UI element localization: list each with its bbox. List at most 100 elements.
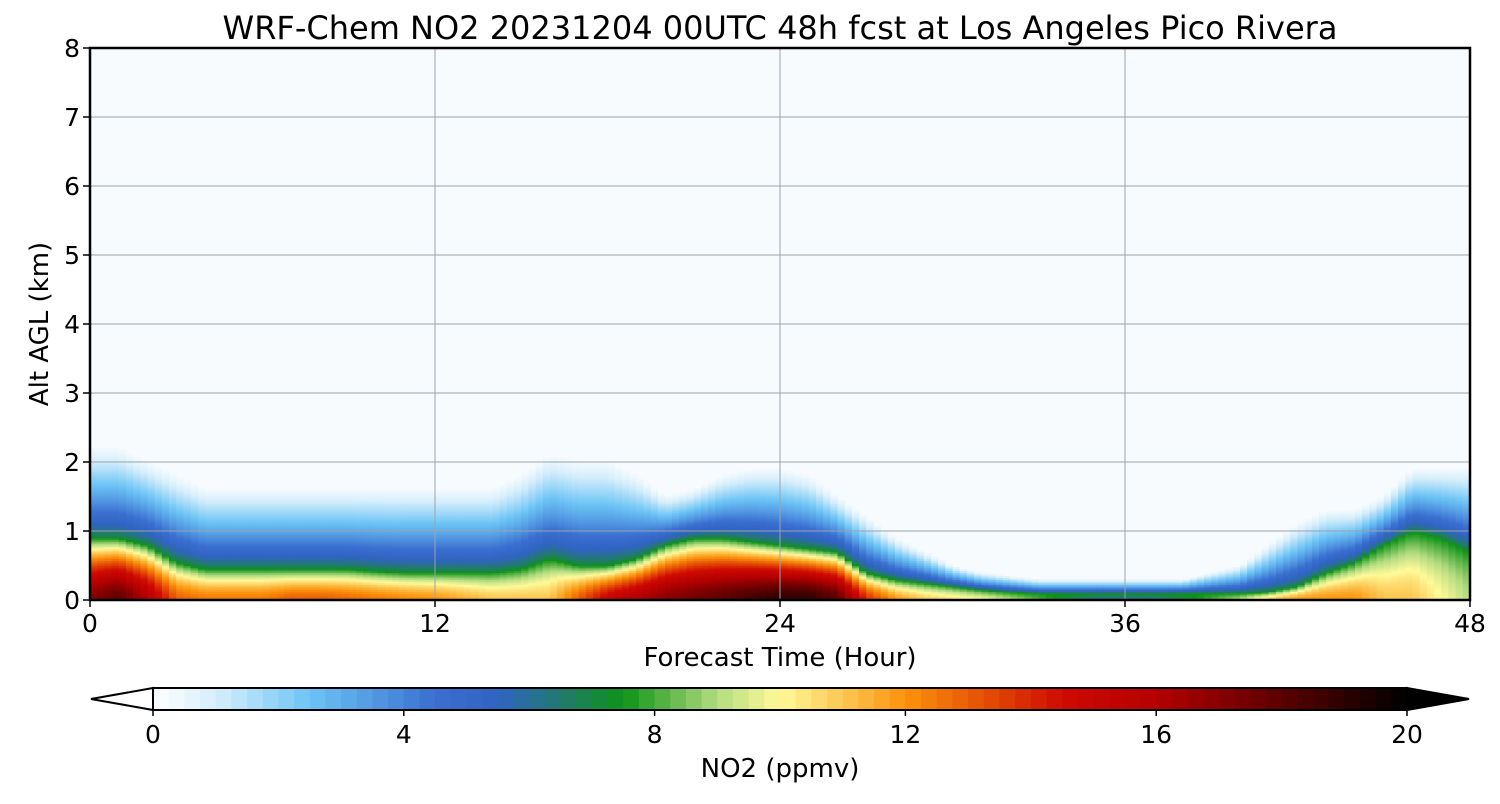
heatmap-cell bbox=[492, 572, 501, 575]
heatmap-cell bbox=[406, 525, 415, 529]
heatmap-cell bbox=[564, 458, 573, 461]
heatmap-cell bbox=[348, 534, 357, 537]
heatmap-cell bbox=[506, 520, 515, 523]
heatmap-cell bbox=[276, 529, 285, 532]
heatmap-cell bbox=[470, 572, 479, 575]
heatmap-cell bbox=[449, 562, 458, 565]
heatmap-cell bbox=[506, 522, 515, 525]
heatmap-cell bbox=[542, 470, 551, 473]
heatmap-cell bbox=[341, 579, 350, 582]
heatmap-cell bbox=[550, 494, 558, 498]
heatmap-cell bbox=[240, 522, 249, 525]
heatmap-cell bbox=[248, 541, 256, 544]
heatmap-cell bbox=[564, 541, 573, 544]
heatmap-cell bbox=[506, 494, 515, 498]
heatmap-cell bbox=[305, 499, 314, 503]
heatmap-cell bbox=[226, 510, 235, 513]
heatmap-cell bbox=[413, 556, 422, 560]
heatmap-cell bbox=[571, 556, 580, 560]
heatmap-cell bbox=[298, 581, 307, 584]
heatmap-cell bbox=[435, 556, 443, 560]
heatmap-cell bbox=[269, 549, 278, 553]
heatmap-cell bbox=[585, 472, 594, 475]
heatmap-cell bbox=[514, 518, 522, 522]
heatmap-cell bbox=[370, 582, 379, 586]
heatmap-cell bbox=[492, 510, 501, 513]
heatmap-cell bbox=[255, 520, 264, 523]
heatmap-cell bbox=[291, 541, 300, 544]
heatmap-cell bbox=[291, 501, 300, 505]
heatmap-cell bbox=[118, 539, 127, 542]
heatmap-cell bbox=[140, 494, 149, 498]
heatmap-cell bbox=[154, 543, 163, 546]
heatmap-cell bbox=[305, 532, 314, 536]
heatmap-cell bbox=[284, 527, 292, 530]
heatmap-cell bbox=[298, 506, 307, 510]
heatmap-cell bbox=[542, 496, 551, 499]
heatmap-cell bbox=[550, 549, 558, 553]
heatmap-cell bbox=[571, 551, 580, 555]
heatmap-cell bbox=[521, 586, 530, 589]
heatmap-cell bbox=[226, 584, 235, 587]
heatmap-cell bbox=[262, 553, 271, 556]
heatmap-cell bbox=[528, 565, 537, 568]
heatmap-cell bbox=[161, 536, 170, 539]
heatmap-cell bbox=[248, 575, 256, 579]
heatmap-cell bbox=[90, 506, 98, 510]
heatmap-cell bbox=[111, 549, 120, 553]
heatmap-cell bbox=[291, 589, 300, 592]
heatmap-cell bbox=[240, 584, 249, 587]
heatmap-cell bbox=[190, 494, 199, 498]
heatmap-cell bbox=[104, 484, 113, 487]
heatmap-cell bbox=[341, 539, 350, 542]
heatmap-cell bbox=[212, 515, 220, 518]
heatmap-cell bbox=[183, 489, 192, 492]
heatmap-cell bbox=[205, 574, 213, 577]
heatmap-cell bbox=[550, 541, 558, 544]
heatmap-cell bbox=[169, 513, 177, 517]
heatmap-cell bbox=[384, 496, 393, 499]
heatmap-cell bbox=[320, 491, 328, 494]
heatmap-cell bbox=[391, 541, 400, 544]
heatmap-cell bbox=[269, 570, 278, 573]
heatmap-cell bbox=[399, 541, 407, 544]
heatmap-cell bbox=[262, 525, 271, 529]
heatmap-cell bbox=[542, 524, 551, 527]
heatmap-cell bbox=[585, 465, 594, 468]
heatmap-cell bbox=[550, 593, 558, 596]
heatmap-cell bbox=[248, 527, 256, 530]
heatmap-cell bbox=[355, 549, 364, 553]
heatmap-cell bbox=[435, 508, 443, 511]
heatmap-cell bbox=[406, 594, 415, 598]
heatmap-cell bbox=[190, 512, 199, 515]
heatmap-cell bbox=[348, 541, 357, 544]
heatmap-cell bbox=[542, 587, 551, 591]
heatmap-cell bbox=[406, 510, 415, 513]
heatmap-cell bbox=[384, 536, 393, 539]
heatmap-cell bbox=[420, 503, 429, 506]
heatmap-cell bbox=[528, 543, 537, 546]
heatmap-cell bbox=[348, 584, 357, 587]
heatmap-cell bbox=[255, 515, 264, 518]
heatmap-cell bbox=[542, 474, 551, 477]
heatmap-cell bbox=[542, 482, 551, 486]
heatmap-cell bbox=[190, 544, 199, 548]
heatmap-cell bbox=[219, 553, 228, 556]
heatmap-cell bbox=[219, 531, 228, 534]
heatmap-cell bbox=[585, 503, 594, 506]
heatmap-cell bbox=[104, 548, 113, 551]
heatmap-cell bbox=[492, 503, 501, 506]
heatmap-cell bbox=[550, 579, 558, 582]
heatmap-cell bbox=[104, 515, 113, 518]
heatmap-cell bbox=[111, 555, 120, 558]
heatmap-cell bbox=[557, 579, 565, 582]
heatmap-cell bbox=[593, 537, 601, 541]
heatmap-cell bbox=[363, 589, 371, 592]
heatmap-cell bbox=[578, 563, 587, 567]
heatmap-cell bbox=[593, 496, 601, 499]
heatmap-cell bbox=[514, 536, 522, 539]
heatmap-cell bbox=[140, 474, 149, 477]
heatmap-cell bbox=[348, 543, 357, 546]
heatmap-cell bbox=[205, 589, 213, 592]
heatmap-cell bbox=[542, 517, 551, 520]
